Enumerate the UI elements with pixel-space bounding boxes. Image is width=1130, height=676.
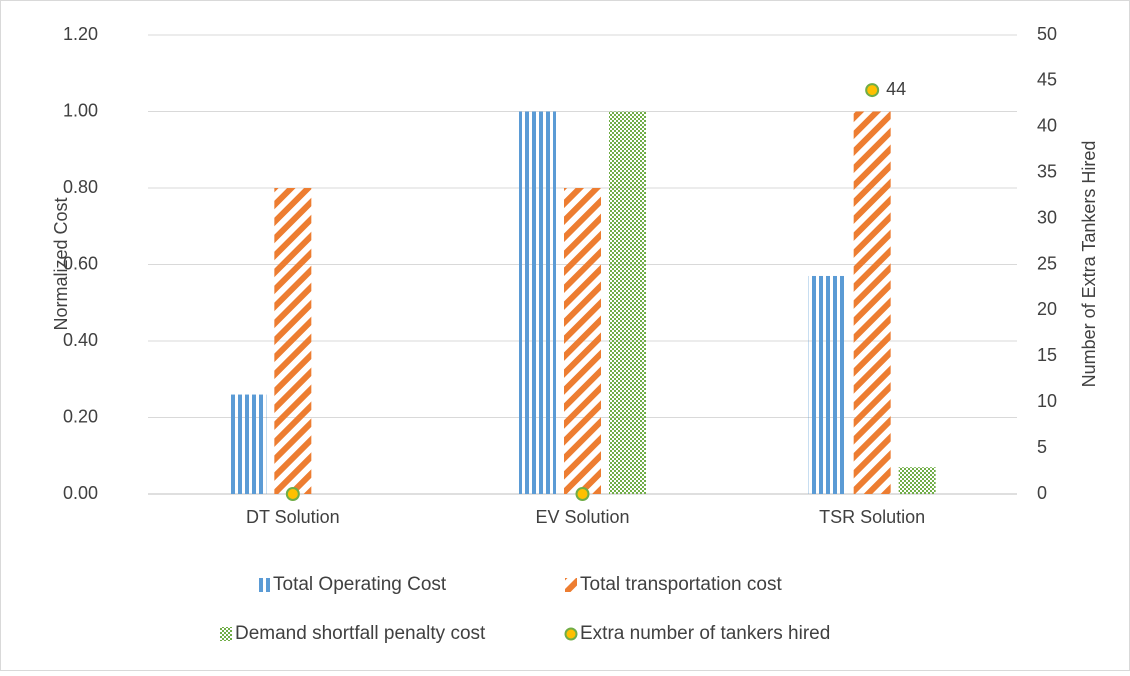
- y-tick-label: 0.80: [63, 177, 98, 197]
- legend-swatch: [220, 627, 232, 641]
- bar: [564, 188, 601, 494]
- x-tick-label: TSR Solution: [819, 507, 925, 527]
- y2-tick-label: 5: [1037, 437, 1047, 457]
- bar: [519, 111, 556, 494]
- y2-tick-label: 35: [1037, 161, 1057, 181]
- y2-tick-label: 0: [1037, 483, 1047, 503]
- legend-label: Extra number of tankers hired: [580, 623, 830, 644]
- x-tick-label: EV Solution: [535, 507, 629, 527]
- y-tick-label: 0.60: [63, 253, 98, 273]
- legend-label: Total Operating Cost: [273, 574, 447, 595]
- marker: [865, 83, 880, 98]
- y-tick-label: 0.40: [63, 330, 98, 350]
- y2-tick-label: 20: [1037, 299, 1057, 319]
- y2-tick-label: 45: [1037, 70, 1057, 90]
- legend-swatch: [258, 578, 270, 592]
- bar: [808, 275, 846, 494]
- bar: [853, 111, 891, 494]
- marker: [285, 487, 300, 501]
- bar: [229, 394, 267, 494]
- y2-tick-label: 25: [1037, 253, 1057, 273]
- y2-tick-label: 10: [1037, 391, 1057, 411]
- y2-tick-label: 30: [1037, 207, 1057, 227]
- x-tick-label: DT Solution: [246, 507, 340, 527]
- y2-tick-label: 50: [1037, 24, 1057, 44]
- legend-label: Total transportation cost: [580, 574, 782, 595]
- y-tick-label: 0.20: [63, 406, 98, 426]
- y-tick-label: 1.20: [63, 24, 98, 44]
- y2-tick-label: 15: [1037, 345, 1057, 365]
- y2-tick-label: 40: [1037, 116, 1057, 136]
- y-tick-label: 1.00: [63, 100, 98, 120]
- legend-swatch: [565, 578, 577, 592]
- y-axis-label: Normalized Cost: [51, 197, 71, 330]
- bar: [898, 467, 936, 494]
- y-tick-label: 0.00: [63, 483, 98, 503]
- data-label: 44: [886, 79, 906, 99]
- bar: [609, 111, 646, 494]
- y2-axis-label: Number of Extra Tankers Hired: [1079, 141, 1099, 388]
- bar: [274, 188, 312, 494]
- marker: [575, 487, 590, 501]
- legend-label: Demand shortfall penalty cost: [235, 623, 486, 644]
- legend-swatch: [564, 627, 578, 641]
